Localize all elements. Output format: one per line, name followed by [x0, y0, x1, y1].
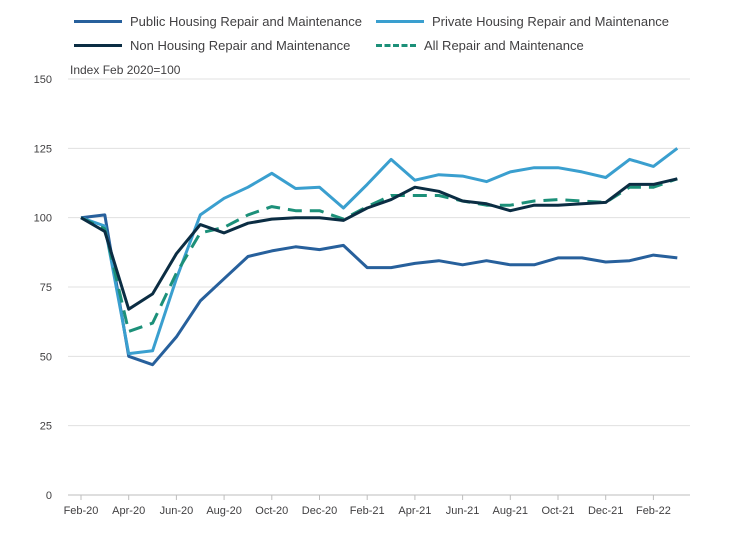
series-line-non-housing-repair-and-maintenance: [80, 177, 678, 311]
x-axis: Feb-20 Apr-20 Jun-20 Aug-20 Oct-20 Dec-20 Feb-…: [64, 495, 671, 517]
legend-label-all-repair: All Repair and Maintenance: [424, 38, 584, 53]
legend-label-public-housing: Public Housing Repair and Maintenance: [130, 14, 362, 29]
series-line-all-repair-and-maintenance: [80, 177, 678, 333]
x-tick-label: Feb-20: [64, 505, 99, 517]
x-tick-label: Jun-20: [160, 505, 194, 517]
legend-item-non-housing[interactable]: Non Housing Repair and Maintenance: [74, 38, 350, 53]
x-tick-label: Apr-20: [112, 505, 145, 517]
y-axis: 0 25 50 75 100 125 150: [34, 74, 52, 502]
legend-swatch-private-housing: [376, 20, 424, 23]
x-tick-label: Feb-21: [350, 505, 385, 517]
grid-lines: [68, 78, 690, 496]
legend-item-private-housing[interactable]: Private Housing Repair and Maintenance: [376, 14, 669, 29]
legend: Public Housing Repair and Maintenance Pr…: [0, 0, 743, 60]
series-line-private-housing-repair-and-maintenance: [80, 147, 679, 356]
legend-item-public-housing[interactable]: Public Housing Repair and Maintenance: [74, 14, 362, 29]
y-tick-label: 50: [40, 351, 52, 363]
x-tick-label: Jun-21: [446, 505, 480, 517]
legend-swatch-non-housing: [74, 44, 122, 47]
legend-swatch-all-repair: [376, 44, 416, 47]
y-tick-label: 150: [34, 74, 52, 86]
y-tick-label: 75: [40, 282, 52, 294]
x-tick-label: Feb-22: [636, 505, 671, 517]
y-tick-label: 0: [46, 490, 52, 502]
x-tick-label: Dec-20: [302, 505, 337, 517]
x-tick-label: Dec-21: [588, 505, 623, 517]
series-line-public-housing-repair-and-maintenance: [80, 213, 678, 367]
series-lines: [80, 147, 679, 367]
y-tick-label: 25: [40, 421, 52, 433]
legend-item-all-repair[interactable]: All Repair and Maintenance: [376, 38, 584, 53]
y-tick-label: 125: [34, 143, 52, 155]
legend-label-non-housing: Non Housing Repair and Maintenance: [130, 38, 351, 53]
x-tick-label: Apr-21: [398, 505, 431, 517]
legend-label-private-housing: Private Housing Repair and Maintenance: [432, 14, 670, 29]
x-tick-label: Aug-21: [493, 505, 528, 517]
y-tick-label: 100: [34, 213, 52, 225]
x-tick-label: Oct-20: [255, 505, 288, 517]
y-axis-unit-label: Index Feb 2020=100: [70, 63, 181, 77]
legend-swatch-public-housing: [74, 20, 122, 23]
x-tick-label: Aug-20: [206, 505, 241, 517]
x-tick-label: Oct-21: [541, 505, 574, 517]
